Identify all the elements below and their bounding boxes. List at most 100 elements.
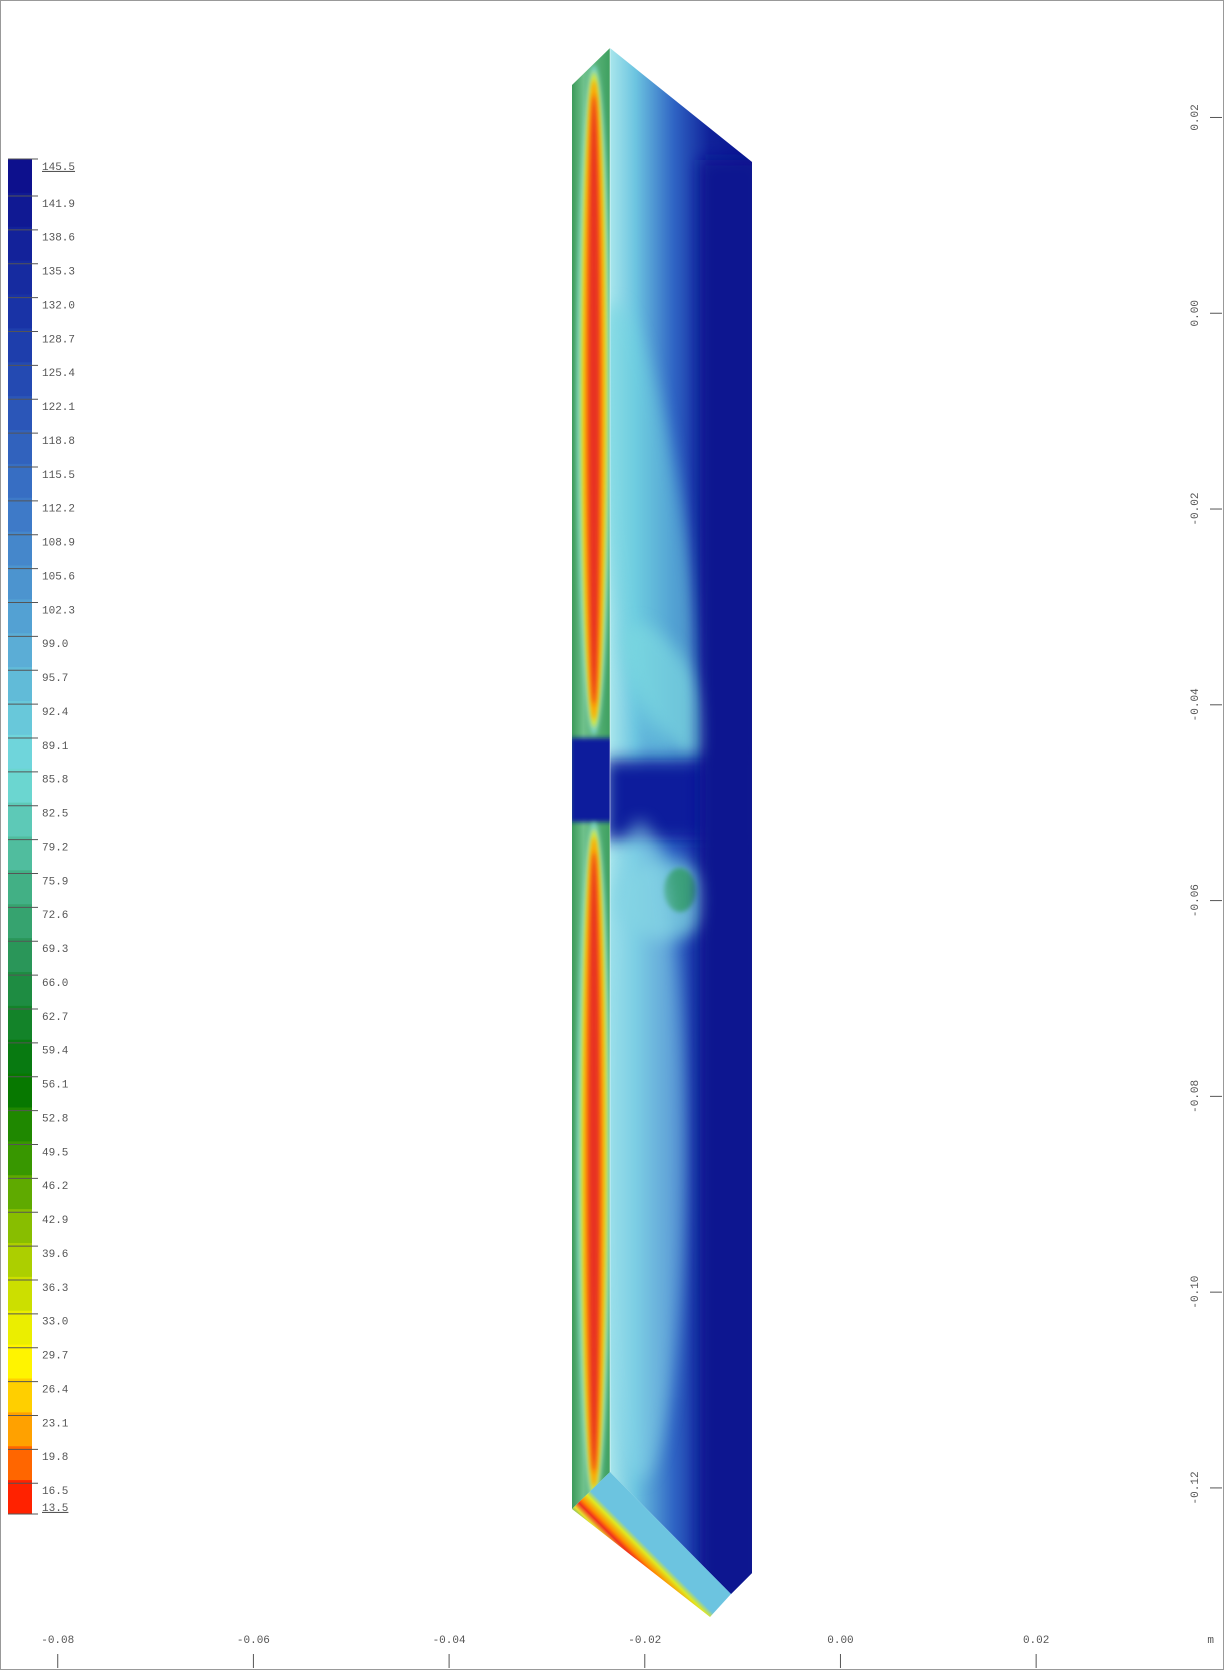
colorbar-tick-label: 132.0: [42, 300, 75, 312]
colorbar-band: [8, 396, 32, 431]
bottom-face: [572, 1472, 731, 1617]
y-axis: 0.02 0.00 -0.02 -0.04 -0.06 -0.08 -0.10 -0.12: [1190, 104, 1222, 1504]
colorbar-band: [8, 463, 32, 499]
x-tick-label: 0.02: [1023, 1635, 1049, 1647]
colorbar-tick-label: 19.8: [42, 1452, 68, 1464]
colorbar-tick-label: 85.8: [42, 775, 68, 787]
colorbar-band: [8, 1344, 32, 1379]
x-tick-label: -0.06: [237, 1635, 270, 1647]
colorbar-tick-label: 112.2: [42, 504, 75, 516]
colorbar-band: [8, 1446, 32, 1481]
colorbar-band: [8, 904, 32, 939]
colorbar-tick-label: 33.0: [42, 1317, 68, 1329]
colorbar-band: [8, 1005, 32, 1041]
colorbar-band: [8, 633, 32, 668]
colorbar-tick-label: 23.1: [42, 1418, 69, 1430]
colorbar-band: [8, 1243, 32, 1278]
y-tick-label: -0.04: [1190, 688, 1202, 721]
colorbar-band: [8, 1276, 32, 1312]
colorbar-tick-label: 89.1: [42, 741, 69, 753]
colorbar-band: [8, 667, 32, 702]
colorbar-band: [8, 802, 32, 837]
colorbar-tick-label: 135.3: [42, 267, 75, 279]
colorbar-tick-label: 95.7: [42, 673, 68, 685]
colorbar-tick-label: 75.9: [42, 876, 68, 888]
colorbar-tick-label: 39.6: [42, 1249, 68, 1261]
colorbar-band: [8, 531, 32, 566]
colorbar-band: [8, 1209, 32, 1244]
colorbar-band: [8, 599, 32, 634]
colorbar-tick-label: 122.1: [42, 402, 75, 414]
colorbar-tick-label: 52.8: [42, 1113, 68, 1125]
colorbar-band: [8, 565, 32, 600]
colorbar-band: [8, 159, 32, 194]
colorbar-band: [8, 1175, 32, 1210]
x-tick-label: 0.00: [827, 1635, 853, 1647]
colorbar-band: [8, 328, 32, 363]
colorbar-band: [8, 1310, 32, 1346]
colorbar-tick-label: 13.5: [42, 1503, 68, 1515]
colorbar-tick-label: 99.0: [42, 639, 68, 651]
y-tick-label: -0.12: [1190, 1471, 1202, 1504]
colorbar-band: [8, 192, 32, 228]
colorbar-band: [8, 1412, 32, 1447]
y-tick-label: 0.02: [1190, 104, 1202, 130]
colorbar-tick-label: 29.7: [42, 1351, 68, 1363]
y-tick-label: -0.08: [1190, 1080, 1202, 1113]
colorbar-band: [8, 972, 32, 1007]
y-tick-label: 0.00: [1190, 300, 1202, 326]
y-tick-label: -0.02: [1190, 493, 1202, 526]
colorbar-band: [8, 870, 32, 905]
left-face-field: [572, 65, 610, 1502]
colorbar-tick-label: 42.9: [42, 1215, 68, 1227]
colorbar-tick-label: 16.5: [42, 1486, 68, 1498]
colorbar-tick-label: 128.7: [42, 334, 75, 346]
colorbar-band: [8, 260, 32, 295]
y-tick-label: -0.06: [1190, 884, 1202, 917]
colorbar: 145.5 141.9 138.6 135.3 132.0 128.7 125.4 122.1…: [8, 158, 75, 1515]
colorbar-tick-label: 66.0: [42, 978, 68, 990]
x-tick-label: -0.08: [41, 1635, 74, 1647]
colorbar-band: [8, 768, 32, 804]
colorbar-tick-label: 26.4: [42, 1384, 69, 1396]
x-tick-label: -0.02: [628, 1635, 661, 1647]
colorbar-tick-label: 79.2: [42, 842, 68, 854]
colorbar-tick-label: 125.4: [42, 368, 75, 380]
colorbar-tick-label: 145.5: [42, 162, 75, 174]
colorbar-tick-label: 105.6: [42, 571, 75, 583]
colorbar-band: [8, 1480, 32, 1515]
model: [572, 48, 752, 1617]
colorbar-band: [8, 1107, 32, 1142]
colorbar-band: [8, 1039, 32, 1075]
colorbar-tick-label: 138.6: [42, 233, 75, 245]
colorbar-band: [8, 294, 32, 329]
colorbar-tick-label: 59.4: [42, 1046, 69, 1058]
colorbar-tick-label: 141.9: [42, 199, 75, 211]
x-tick-label: -0.04: [433, 1635, 466, 1647]
colorbar-tick-label: 118.8: [42, 436, 75, 448]
colorbar-band: [8, 226, 32, 262]
colorbar-tick-label: 82.5: [42, 809, 68, 821]
colorbar-band: [8, 734, 32, 770]
colorbar-band: [8, 1378, 32, 1413]
colorbar-tick-label: 36.3: [42, 1283, 68, 1295]
colorbar-band: [8, 430, 32, 465]
colorbar-band: [8, 938, 32, 973]
colorbar-band: [8, 1073, 32, 1108]
y-tick-label: -0.10: [1190, 1276, 1202, 1309]
colorbar-tick-label: 102.3: [42, 605, 75, 617]
colorbar-tick-label: 62.7: [42, 1012, 68, 1024]
colorbar-tick-label: 46.2: [42, 1181, 68, 1193]
colorbar-tick-label: 108.9: [42, 538, 75, 550]
colorbar-tick-label: 56.1: [42, 1080, 69, 1092]
colorbar-band: [8, 836, 32, 871]
x-unit: m: [1207, 1635, 1214, 1647]
colorbar-tick-label: 92.4: [42, 707, 69, 719]
colorbar-tick-label: 49.5: [42, 1147, 68, 1159]
colorbar-band: [8, 701, 32, 736]
colorbar-tick-label: 69.3: [42, 944, 68, 956]
colorbar-band: [8, 362, 32, 397]
colorbar-tick-label: 72.6: [42, 910, 68, 922]
